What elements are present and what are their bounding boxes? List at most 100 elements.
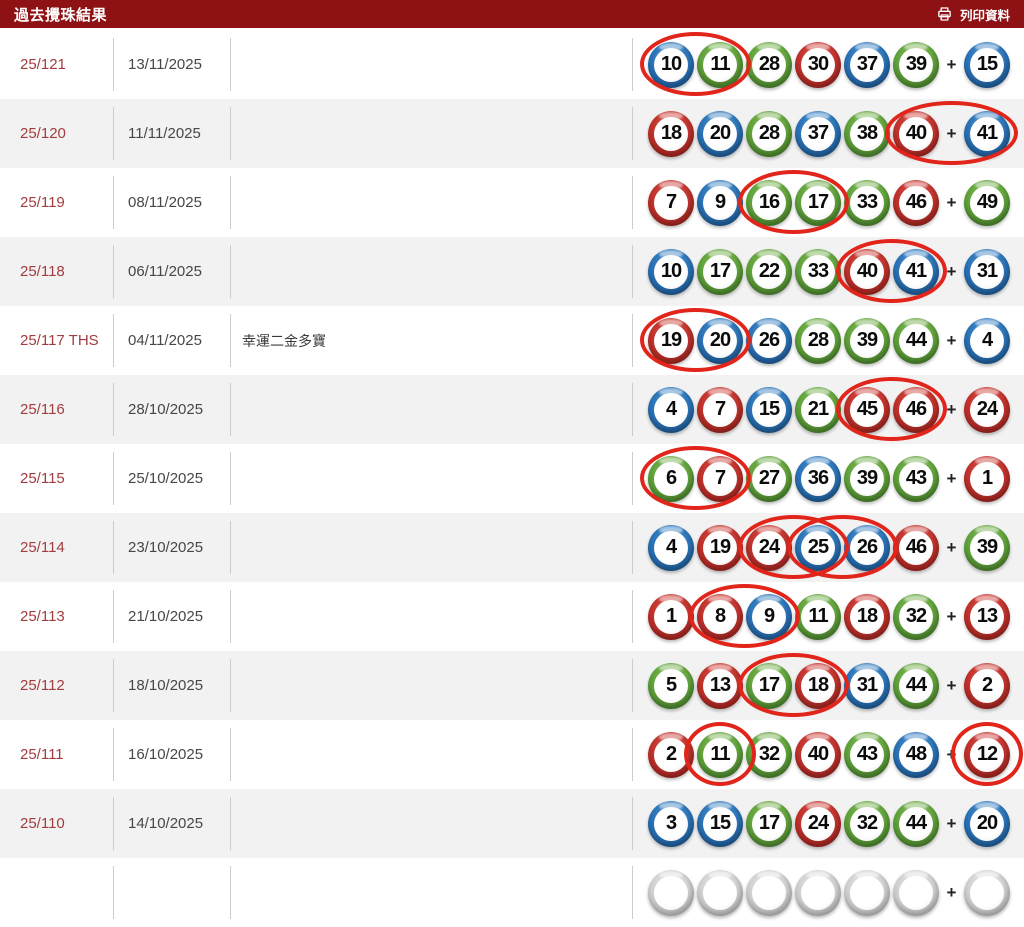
ball-number: 7: [654, 185, 688, 220]
ball-number: 25: [801, 530, 835, 565]
drawn-ball: 11: [795, 593, 841, 640]
drawn-ball: 44: [893, 800, 939, 847]
draw-date: 16/10/2025: [113, 720, 230, 789]
ball-number: 41: [970, 116, 1004, 151]
ball-number: 17: [752, 668, 786, 703]
drawn-ball: 30: [795, 41, 841, 88]
balls-area: 5 13 17 18 31 44 +2: [632, 651, 1024, 720]
drawn-ball: 28: [795, 317, 841, 364]
result-row: 25/117 THS 04/11/2025 幸運二金多寶 19 20 26 28 39 44 +4: [0, 306, 1024, 375]
draw-number: 25/119: [20, 194, 65, 211]
drawn-ball: 44: [893, 317, 939, 364]
print-button-label: 列印資料: [959, 8, 1010, 23]
ball-number: 40: [899, 116, 933, 151]
ball-number: 44: [899, 668, 933, 703]
ball-number: 9: [752, 599, 786, 634]
ball-number: 33: [850, 185, 884, 220]
ball-number: 11: [801, 599, 835, 634]
draw-date: 13/11/2025: [113, 30, 230, 99]
ball-number: 17: [752, 806, 786, 841]
ball-number: 18: [801, 668, 835, 703]
balls-area: 3 15 17 24 32 44 +20: [632, 789, 1024, 858]
drawn-ball: [746, 869, 792, 916]
ball-number: 39: [899, 47, 933, 82]
drawn-ball: 17: [697, 248, 743, 295]
ball-number: 17: [801, 185, 835, 220]
drawn-ball: 7: [697, 386, 743, 433]
ball-number: 15: [703, 806, 737, 841]
ball-number: 10: [654, 47, 688, 82]
drawn-ball: 32: [893, 593, 939, 640]
extra-ball: 31: [964, 248, 1010, 295]
drawn-ball: 11: [697, 41, 743, 88]
ball-number: 20: [703, 116, 737, 151]
ball-number: 22: [752, 254, 786, 289]
ball-number: 2: [970, 668, 1004, 703]
drawn-ball: [795, 869, 841, 916]
draw-name: [230, 513, 632, 582]
drawn-ball: 16: [746, 179, 792, 226]
drawn-ball: 3: [648, 800, 694, 847]
ball-number: 43: [850, 737, 884, 772]
ball-number: 39: [850, 323, 884, 358]
draw-number: 25/116: [20, 401, 65, 418]
drawn-ball: 18: [795, 662, 841, 709]
ball-number: 24: [970, 392, 1004, 427]
extra-ball: 13: [964, 593, 1010, 640]
ball-number: 15: [752, 392, 786, 427]
ball-number: 46: [899, 185, 933, 220]
drawn-ball: [697, 869, 743, 916]
ball-number: 46: [899, 530, 933, 565]
ball-number: 10: [654, 254, 688, 289]
balls-area: 6 7 27 36 39 43 +1: [632, 444, 1024, 513]
ball-number: 32: [899, 599, 933, 634]
ball-number: 46: [899, 392, 933, 427]
draw-number: 25/120: [20, 125, 66, 142]
ball-number: 11: [703, 737, 737, 772]
ball-number: [654, 875, 688, 910]
plus-sign: +: [946, 192, 957, 212]
draw-name: [230, 582, 632, 651]
result-row: 25/116 28/10/2025 4 7 15 21 45 46 +24: [0, 375, 1024, 444]
plus-sign: +: [946, 537, 957, 557]
ball-number: 32: [850, 806, 884, 841]
drawn-ball: 2: [648, 731, 694, 778]
drawn-ball: 4: [648, 524, 694, 571]
ball-number: 4: [654, 530, 688, 565]
extra-ball: 41: [964, 110, 1010, 157]
result-row: 25/119 08/11/2025 7 9 16 17 33 46 +49: [0, 168, 1024, 237]
ball-number: 20: [703, 323, 737, 358]
print-button[interactable]: 列印資料: [936, 5, 1010, 24]
draw-date: 18/10/2025: [113, 651, 230, 720]
drawn-ball: [893, 869, 939, 916]
ball-number: 4: [654, 392, 688, 427]
drawn-ball: 9: [746, 593, 792, 640]
ball-number: [850, 875, 884, 910]
drawn-ball: 19: [648, 317, 694, 364]
drawn-ball: [844, 869, 890, 916]
drawn-ball: 25: [795, 524, 841, 571]
drawn-ball: 11: [697, 731, 743, 778]
drawn-ball: 17: [746, 662, 792, 709]
drawn-ball: 46: [893, 179, 939, 226]
ball-number: 5: [654, 668, 688, 703]
plus-sign: +: [946, 744, 957, 764]
result-row: 25/112 18/10/2025 5 13 17 18 31 44 +2: [0, 651, 1024, 720]
ball-number: 28: [752, 116, 786, 151]
plus-sign: +: [946, 813, 957, 833]
drawn-ball: 48: [893, 731, 939, 778]
page-title: 過去攪珠結果: [14, 6, 108, 24]
drawn-ball: 27: [746, 455, 792, 502]
ball-number: 49: [970, 185, 1004, 220]
ball-number: 33: [801, 254, 835, 289]
ball-number: 41: [899, 254, 933, 289]
drawn-ball: 19: [697, 524, 743, 571]
draw-name: [230, 375, 632, 444]
ball-number: 39: [970, 530, 1004, 565]
drawn-ball: 20: [697, 110, 743, 157]
ball-number: 38: [850, 116, 884, 151]
draw-name: [230, 237, 632, 306]
drawn-ball: 46: [893, 524, 939, 571]
drawn-ball: 24: [746, 524, 792, 571]
ball-number: 16: [752, 185, 786, 220]
